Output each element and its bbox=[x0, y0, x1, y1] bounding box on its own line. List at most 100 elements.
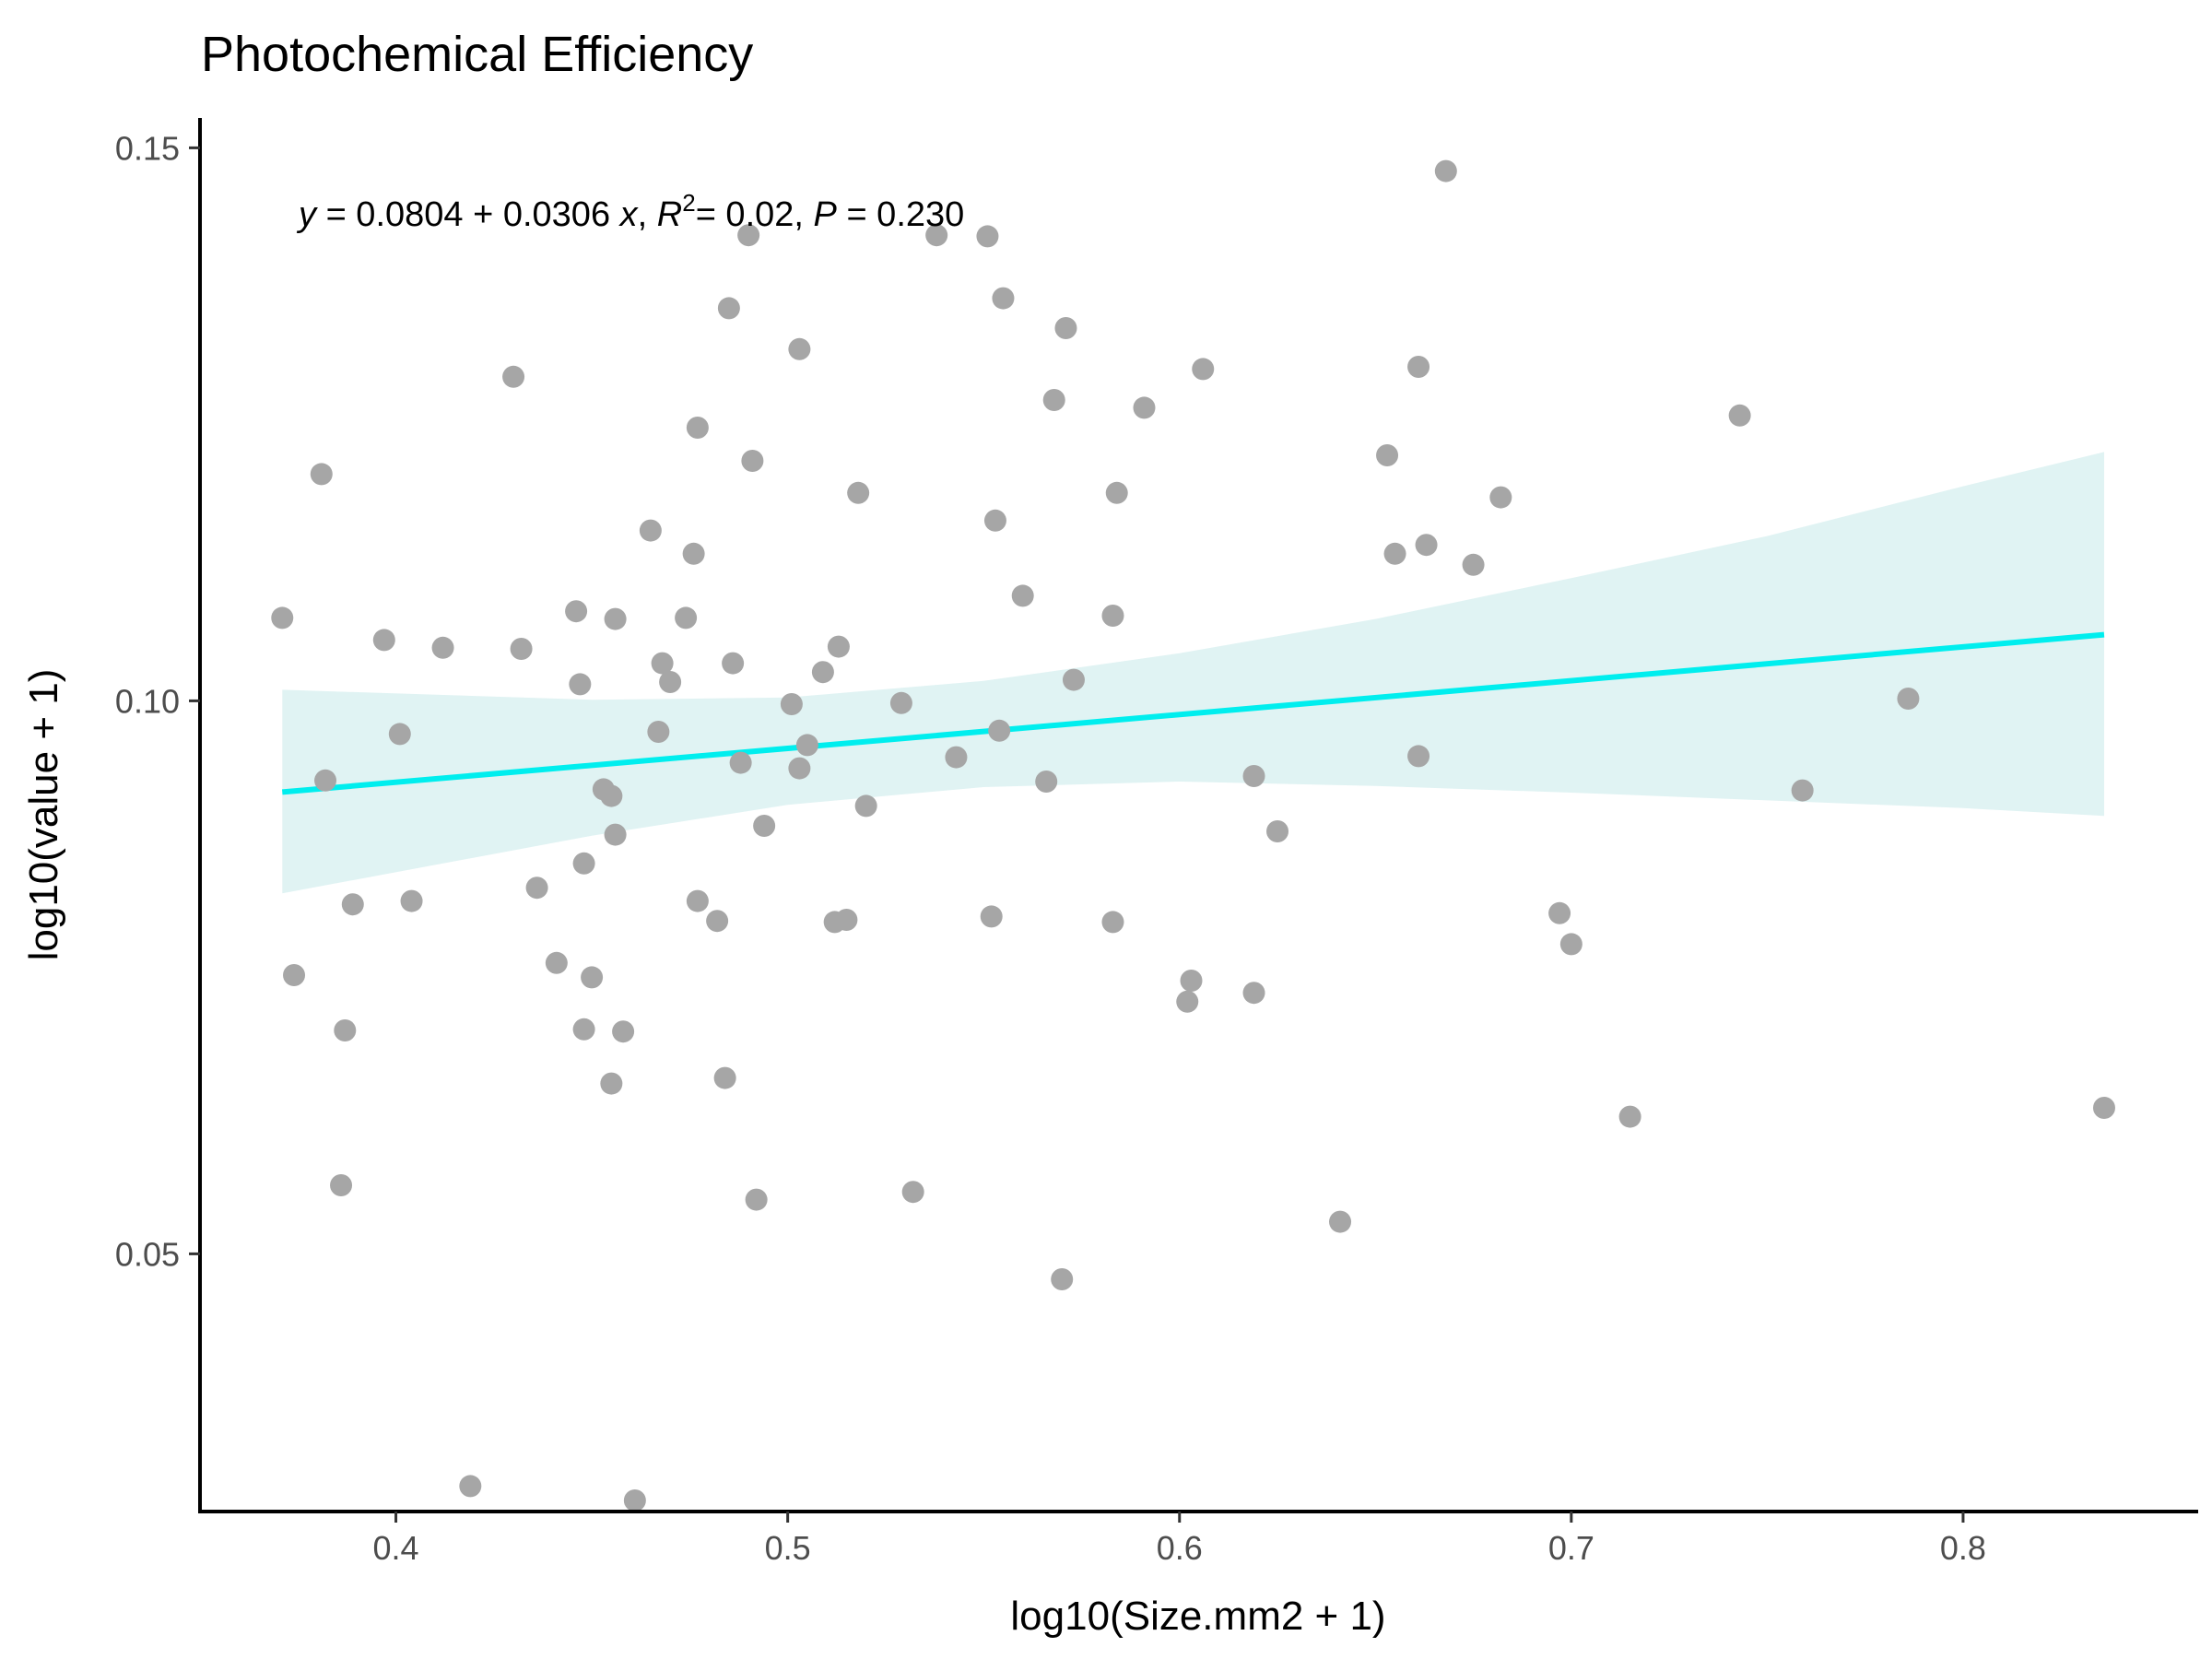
y-axis-title: log10(value + 1) bbox=[21, 669, 66, 961]
x-tick-label: 0.4 bbox=[373, 1529, 419, 1567]
data-point bbox=[1133, 396, 1156, 419]
data-point bbox=[835, 909, 858, 931]
eq-r-superscript: 2 bbox=[682, 189, 695, 217]
data-point bbox=[1407, 745, 1430, 768]
data-point bbox=[854, 794, 877, 818]
axes bbox=[198, 118, 2198, 1513]
data-point bbox=[722, 652, 745, 675]
data-point bbox=[400, 889, 423, 912]
data-point bbox=[647, 721, 670, 743]
data-point bbox=[612, 1020, 635, 1043]
regression-line bbox=[282, 631, 2105, 795]
data-point bbox=[1051, 1268, 1074, 1290]
y-tick-label: 0.05 bbox=[115, 1235, 180, 1273]
y-tick-label: 0.10 bbox=[115, 682, 180, 720]
data-point bbox=[459, 1475, 482, 1498]
data-point bbox=[717, 297, 740, 320]
data-point bbox=[572, 1018, 595, 1041]
data-point bbox=[925, 224, 948, 247]
eq-y-symbol: y bbox=[296, 195, 318, 234]
data-point bbox=[565, 600, 588, 623]
data-point bbox=[737, 224, 760, 247]
data-point bbox=[983, 509, 1006, 532]
data-point bbox=[686, 889, 709, 912]
y-tick-label: 0.15 bbox=[115, 129, 180, 167]
data-point bbox=[745, 1188, 768, 1211]
data-point bbox=[847, 481, 870, 504]
chart-title: Photochemical Efficiency bbox=[201, 27, 753, 82]
data-point bbox=[788, 337, 811, 360]
data-point bbox=[525, 877, 548, 900]
data-point bbox=[980, 905, 1003, 928]
data-point bbox=[545, 951, 568, 974]
regression-annotation: y = 0.0804 + 0.0306 x, R2= 0.02, P = 0.2… bbox=[296, 189, 964, 234]
data-point bbox=[431, 636, 454, 659]
data-point bbox=[341, 893, 364, 916]
data-point bbox=[811, 661, 834, 684]
data-point bbox=[901, 1181, 924, 1204]
data-point bbox=[1376, 444, 1399, 466]
eq-r2-value: = 0.02, bbox=[696, 195, 804, 234]
data-point bbox=[604, 607, 627, 630]
data-point bbox=[682, 542, 705, 565]
data-point bbox=[623, 1489, 646, 1512]
x-tick-label: 0.7 bbox=[1548, 1529, 1594, 1567]
confidence-band bbox=[282, 452, 2104, 894]
data-point bbox=[1434, 159, 1457, 182]
x-tick-label: 0.8 bbox=[1940, 1529, 1986, 1567]
data-point bbox=[1101, 605, 1124, 627]
data-point bbox=[600, 784, 623, 807]
data-point bbox=[569, 673, 592, 696]
data-point bbox=[1180, 970, 1203, 992]
data-points bbox=[271, 159, 2115, 1512]
data-point bbox=[581, 966, 604, 989]
x-axis-title: log10(Size.mm2 + 1) bbox=[1010, 1594, 1385, 1639]
data-point bbox=[706, 910, 729, 933]
data-point bbox=[1791, 779, 1814, 802]
data-point bbox=[639, 519, 662, 542]
data-point bbox=[1415, 534, 1438, 557]
data-point bbox=[1042, 389, 1065, 411]
data-point bbox=[889, 691, 912, 714]
data-point bbox=[1266, 820, 1289, 842]
data-point bbox=[510, 638, 533, 660]
data-point bbox=[976, 225, 999, 248]
data-point bbox=[572, 852, 595, 875]
data-point bbox=[780, 693, 803, 715]
x-axis-ticks: 0.4 0.5 0.6 0.7 0.8 bbox=[373, 1512, 1986, 1567]
eq-p-value: = 0.230 bbox=[846, 195, 964, 234]
data-point bbox=[1897, 688, 1920, 710]
data-point bbox=[1489, 486, 1512, 509]
data-point bbox=[2092, 1097, 2115, 1119]
data-point bbox=[372, 629, 395, 652]
data-point bbox=[283, 964, 306, 986]
data-point bbox=[992, 287, 1015, 310]
data-point bbox=[1192, 358, 1215, 381]
x-tick-label: 0.5 bbox=[765, 1529, 811, 1567]
data-point bbox=[1559, 933, 1583, 956]
data-point bbox=[1618, 1105, 1641, 1128]
data-point bbox=[1101, 911, 1124, 934]
data-point bbox=[945, 746, 968, 769]
data-point bbox=[1242, 982, 1265, 1005]
data-point bbox=[1105, 481, 1128, 504]
data-point bbox=[1011, 584, 1034, 607]
data-point bbox=[334, 1019, 357, 1041]
data-point bbox=[502, 365, 525, 388]
data-point bbox=[388, 723, 411, 746]
data-point bbox=[310, 463, 333, 486]
data-point bbox=[729, 751, 752, 774]
data-point bbox=[713, 1066, 736, 1089]
data-point bbox=[675, 606, 698, 629]
confidence-band-area bbox=[282, 452, 2104, 894]
data-point bbox=[659, 671, 682, 693]
data-point bbox=[1242, 765, 1265, 787]
regression-line-group bbox=[282, 631, 2105, 795]
data-point bbox=[651, 652, 674, 675]
data-point bbox=[1462, 553, 1485, 576]
x-tick-label: 0.6 bbox=[1157, 1529, 1203, 1567]
eq-coefficients: = 0.0804 + 0.0306 bbox=[326, 195, 611, 234]
data-point bbox=[314, 769, 337, 792]
data-point bbox=[1383, 542, 1406, 565]
